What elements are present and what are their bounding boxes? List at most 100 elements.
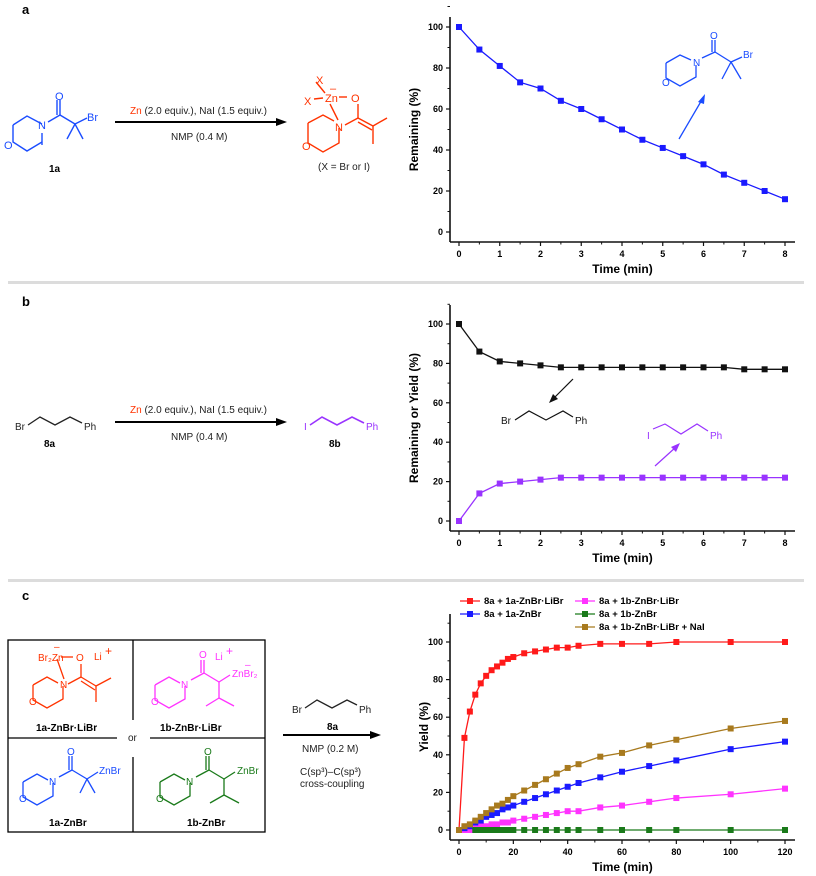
data-point xyxy=(521,787,528,794)
data-point xyxy=(521,798,528,805)
legend-marker xyxy=(582,624,588,630)
molecule-1b-znbr-libr xyxy=(154,660,235,709)
data-point xyxy=(782,196,788,203)
data-point xyxy=(619,768,625,775)
atom-br: Br xyxy=(743,50,754,61)
compound-label-1a: 1a xyxy=(49,164,61,175)
arrowhead xyxy=(276,118,287,126)
y-tick-label: 40 xyxy=(433,437,443,447)
inset-molecule-8b xyxy=(652,423,709,467)
compound-label-8a: 8a xyxy=(44,439,56,450)
y-axis-label: Remaining (%) xyxy=(407,88,421,171)
data-point xyxy=(639,136,646,143)
molecule-1a-znbr xyxy=(22,756,99,806)
reagent-zn: Zn xyxy=(130,405,142,416)
molecule-1a xyxy=(12,100,88,152)
y-axis-label: Yield (%) xyxy=(417,702,431,752)
atom-x: X xyxy=(304,96,312,108)
data-point xyxy=(494,802,501,809)
y-tick-label: 40 xyxy=(433,145,443,155)
data-point xyxy=(517,478,524,485)
data-point xyxy=(782,827,788,833)
data-point xyxy=(575,780,582,786)
data-point xyxy=(597,640,604,647)
data-point xyxy=(680,474,687,481)
data-point xyxy=(575,642,582,649)
arrowhead xyxy=(370,731,381,739)
y-tick-label: 80 xyxy=(433,675,443,685)
data-point xyxy=(510,793,517,800)
atom-n: N xyxy=(693,58,700,69)
data-point xyxy=(488,667,495,674)
data-point xyxy=(553,770,560,777)
reagent-zn: Zn xyxy=(130,106,142,117)
reagent-label-8a: 8a xyxy=(327,722,339,733)
atom-o: O xyxy=(199,650,207,661)
atom-i: I xyxy=(304,422,307,433)
data-point xyxy=(646,827,653,833)
data-point xyxy=(537,476,544,483)
data-point xyxy=(466,827,473,833)
x-tick-label: 8 xyxy=(782,249,787,259)
data-point xyxy=(521,650,528,657)
data-point xyxy=(510,654,517,661)
x-tick-label: 8 xyxy=(782,538,787,548)
series-line xyxy=(458,477,785,522)
charge-plus: + xyxy=(226,644,233,658)
data-point xyxy=(499,800,506,807)
atom-zn-br: ZnBr xyxy=(237,766,259,777)
data-point xyxy=(727,725,734,732)
data-point xyxy=(477,817,484,824)
atom-o: O xyxy=(67,747,75,758)
x-tick-label: 40 xyxy=(563,847,573,857)
x-tick-label: 1 xyxy=(497,249,502,259)
reagent-line: Zn (2.0 equiv.), NaI (1.5 equiv.) xyxy=(130,405,267,416)
y-axis-label: Remaining or Yield (%) xyxy=(407,353,421,483)
data-point xyxy=(597,753,604,760)
data-point xyxy=(578,364,585,371)
data-point xyxy=(598,116,605,123)
data-point xyxy=(504,819,511,826)
atom-o: O xyxy=(76,653,84,664)
x-tick-label: 7 xyxy=(742,538,747,548)
data-point xyxy=(578,106,585,112)
atom-ph: Ph xyxy=(84,422,96,433)
data-point xyxy=(564,644,571,651)
data-point xyxy=(700,364,707,371)
data-point xyxy=(483,672,490,679)
data-point xyxy=(499,659,506,666)
data-point xyxy=(496,62,503,69)
data-point xyxy=(761,474,768,481)
data-point xyxy=(597,827,604,833)
data-point xyxy=(472,691,479,698)
x-tick-label: 5 xyxy=(660,249,665,259)
legend-label: 8a + 1b-ZnBr·LiBr xyxy=(599,596,679,607)
y-tick-label: 100 xyxy=(428,22,443,32)
atom-o: O xyxy=(55,91,64,103)
atom-n: N xyxy=(335,122,343,134)
y-tick-label: 100 xyxy=(428,637,443,647)
data-point xyxy=(456,321,462,327)
y-tick-label: 100 xyxy=(428,319,443,329)
data-point xyxy=(553,827,560,833)
atom-i: I xyxy=(647,431,650,442)
charge-minus: – xyxy=(54,642,60,653)
data-point xyxy=(488,821,495,828)
atom-ph: Ph xyxy=(366,422,378,433)
x-tick-label: 0 xyxy=(456,538,461,548)
atom-n: N xyxy=(186,777,193,788)
data-point xyxy=(727,827,734,833)
data-point xyxy=(557,97,564,104)
atom-o: O xyxy=(29,697,37,708)
data-point xyxy=(761,366,768,373)
data-point xyxy=(619,749,625,756)
x-tick-label: 20 xyxy=(508,847,518,857)
data-point xyxy=(521,827,528,833)
box-label-1b-znbr: 1b-ZnBr xyxy=(187,818,225,829)
y-tick-label: 0 xyxy=(438,825,443,835)
data-point xyxy=(659,474,666,481)
legend-label: 8a + 1a-ZnBr xyxy=(484,609,542,620)
data-point xyxy=(619,802,625,809)
data-point xyxy=(761,188,768,194)
reagent-rest: (2.0 equiv.), NaI (1.5 equiv.) xyxy=(142,405,267,416)
